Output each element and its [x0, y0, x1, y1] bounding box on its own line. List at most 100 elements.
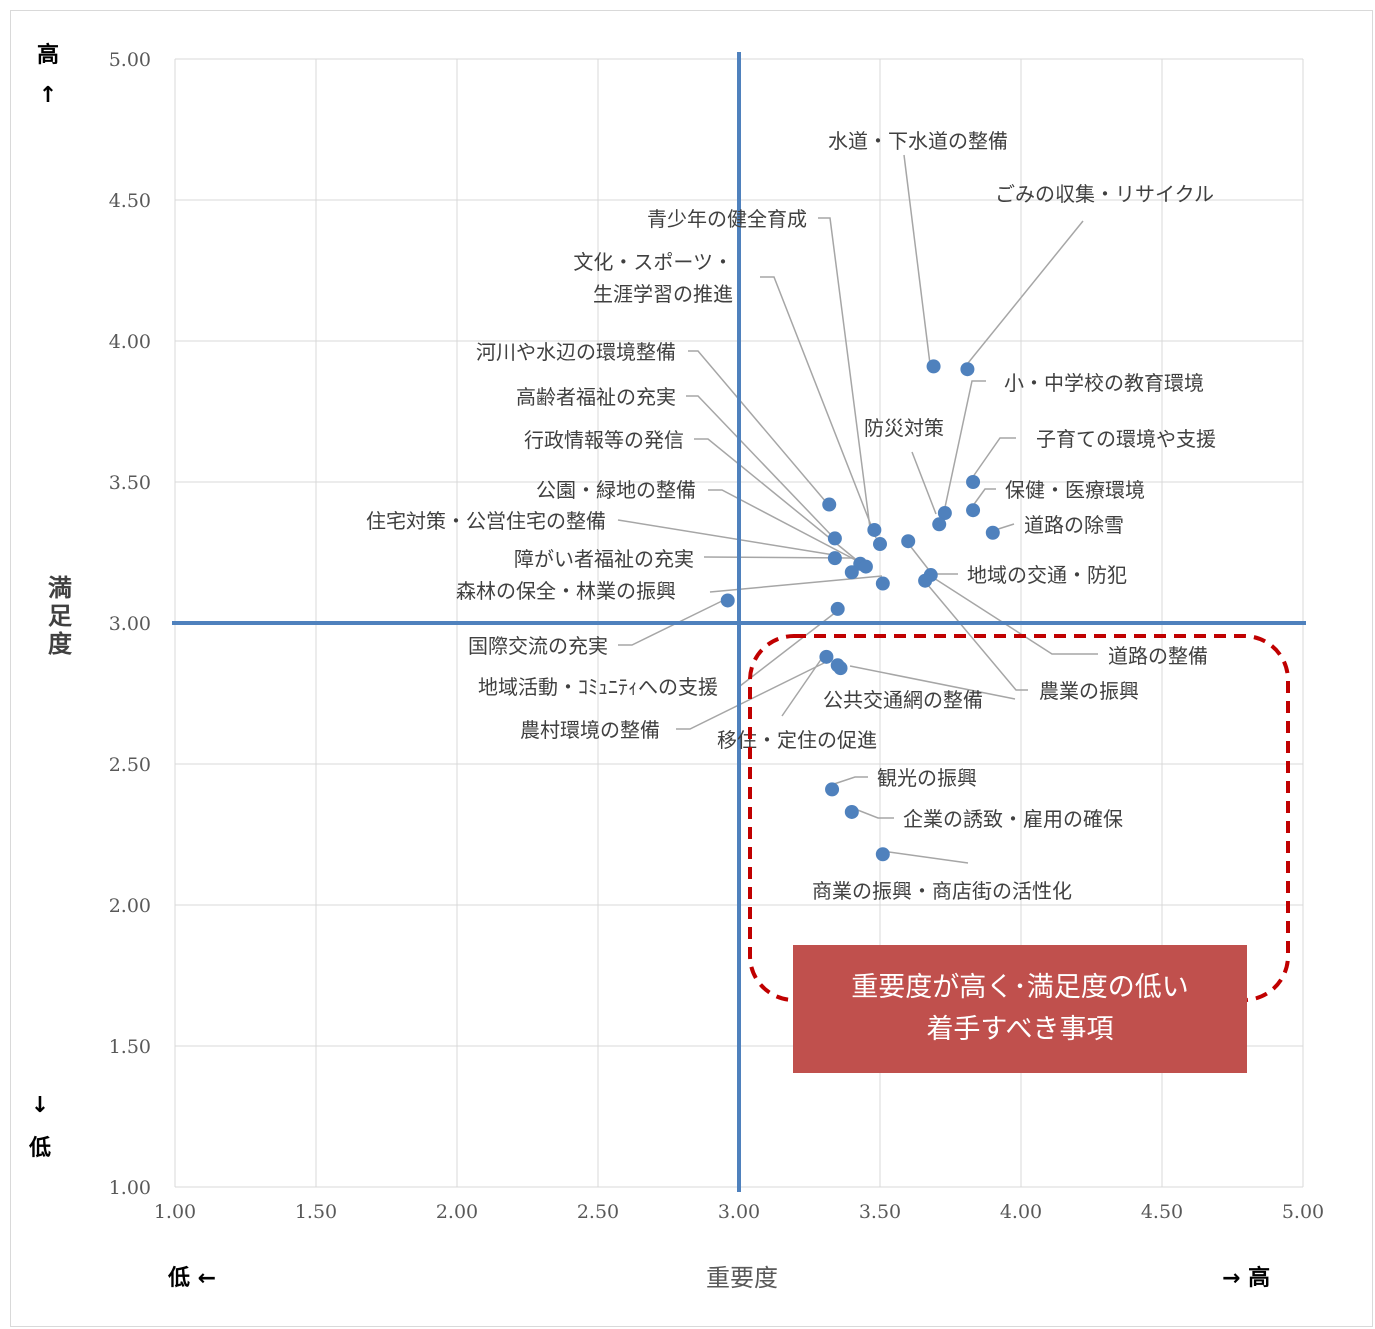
point-label: 河川や水辺の環境整備 [476, 340, 676, 364]
data-point [867, 522, 882, 537]
data-point [985, 525, 1000, 540]
point-label: 地域活動・ｺﾐｭﾆﾃｨへの支援 [478, 675, 718, 699]
data-point [932, 517, 947, 532]
point-label: 農村環境の整備 [520, 718, 660, 742]
leader-line [781, 657, 823, 717]
point-label: 文化・スポーツ・生涯学習の推進 [573, 250, 733, 306]
point-label: 防災対策 [864, 416, 944, 440]
point-label: 企業の誘致・雇用の確保 [903, 807, 1123, 831]
y-low-label: 低 [28, 1136, 51, 1161]
leader-line [688, 350, 827, 503]
leader-line [708, 489, 866, 566]
data-point [873, 537, 887, 552]
point-labels: 水道・下水道の整備ごみの収集・リサイクル青少年の健全育成文化・スポーツ・生涯学習… [366, 129, 1216, 903]
x-tick-label: 4.50 [1141, 1201, 1183, 1223]
x-low-label: 低 ← [167, 1266, 216, 1291]
y-tick-label: 1.50 [109, 1036, 151, 1058]
leader-line [676, 661, 827, 730]
data-point [875, 576, 890, 591]
point-label: 農業の振興 [1039, 679, 1139, 703]
leader-line [709, 575, 883, 593]
x-high-label: → 高 [1222, 1265, 1270, 1291]
y-axis-title: 満足度 [48, 574, 73, 658]
x-tick-label: 5.00 [1282, 1201, 1324, 1223]
x-tick-label: 1.00 [154, 1201, 196, 1223]
data-point [875, 847, 890, 862]
y-high-arrow: ↑ [39, 83, 57, 108]
chart-frame [10, 10, 1373, 1327]
callout-line-1: 重要度が高く･満足度の低い [851, 972, 1189, 1003]
point-label: 道路の整備 [1108, 644, 1208, 668]
data-point [901, 534, 916, 549]
leader-line [618, 600, 723, 646]
point-label: 観光の振興 [877, 766, 977, 790]
leader-line [849, 806, 894, 819]
leader-line [617, 519, 835, 556]
data-point [960, 362, 975, 377]
x-tick-label: 1.50 [295, 1201, 337, 1223]
callout-box: 重要度が高く･満足度の低い 着手すべき事項 [793, 945, 1247, 1073]
point-label: 住宅対策・公営住宅の整備 [366, 509, 606, 533]
y-low-arrow: ↓ [31, 1093, 49, 1118]
point-label: 高齢者福祉の充実 [516, 385, 676, 409]
leader-line [694, 438, 860, 563]
point-label: 水道・下水道の整備 [828, 129, 1008, 153]
y-tick-label: 4.50 [109, 190, 151, 212]
x-tick-label: 3.50 [859, 1201, 901, 1223]
point-label: 移住・定住の促進 [717, 728, 877, 752]
leader-line [760, 276, 877, 539]
x-tick-label: 4.00 [1000, 1201, 1042, 1223]
data-point [827, 531, 842, 546]
quadrant-lines [172, 52, 1306, 1192]
point-label: 子育ての環境や支援 [1036, 427, 1216, 451]
leader-line [911, 451, 937, 515]
point-label: 行政情報等の発信 [524, 428, 684, 452]
data-point [827, 551, 842, 566]
data-points [720, 359, 1000, 862]
leader-line [921, 577, 1028, 691]
point-label: ごみの収集・リサイクル [995, 182, 1214, 206]
leader-line [849, 665, 1016, 700]
data-point [844, 804, 859, 819]
x-axis-title: 重要度 [706, 1264, 778, 1292]
y-tick-label: 5.00 [109, 49, 151, 71]
data-point [918, 573, 933, 588]
data-point [926, 359, 941, 374]
leader-line [703, 556, 853, 559]
point-label: 障がい者福祉の充実 [514, 547, 694, 571]
point-label: 小・中学校の教育環境 [1004, 371, 1204, 395]
point-label: 青少年の健全育成 [647, 207, 807, 231]
leader-line [903, 154, 931, 365]
y-tick-label: 3.00 [109, 613, 151, 635]
x-tick-label: 3.00 [718, 1201, 760, 1223]
point-label: 森林の保全・林業の振興 [456, 579, 676, 603]
data-point [966, 503, 981, 518]
point-label: 公共交通網の整備 [823, 688, 983, 712]
leader-line [963, 220, 1084, 369]
point-label: 道路の除雪 [1024, 513, 1124, 537]
data-point [830, 601, 845, 616]
point-label: 商業の振興・商店街の活性化 [812, 879, 1072, 903]
data-point [937, 506, 952, 521]
y-tick-label: 3.50 [109, 472, 151, 494]
y-tick-label: 2.50 [109, 754, 151, 776]
y-high-label: 高 [37, 42, 59, 68]
leader-line [943, 380, 986, 513]
y-tick-label: 2.00 [109, 895, 151, 917]
point-label: 国際交流の充実 [468, 634, 608, 658]
leader-line [971, 488, 996, 508]
point-label: 保健・医療環境 [1005, 478, 1145, 502]
callout-line-2: 着手すべき事項 [926, 1014, 1114, 1045]
data-point [833, 661, 848, 676]
point-label: 公園・緑地の整備 [536, 478, 696, 502]
point-label: 地域の交通・防犯 [967, 563, 1127, 587]
data-point [966, 475, 981, 489]
y-tick-label: 1.00 [109, 1177, 151, 1199]
data-point [720, 593, 735, 608]
leader-line [925, 572, 1098, 655]
x-tick-label: 2.50 [577, 1201, 619, 1223]
data-point [858, 559, 873, 574]
leader-line [827, 776, 868, 787]
x-tick-label: 2.00 [436, 1201, 478, 1223]
